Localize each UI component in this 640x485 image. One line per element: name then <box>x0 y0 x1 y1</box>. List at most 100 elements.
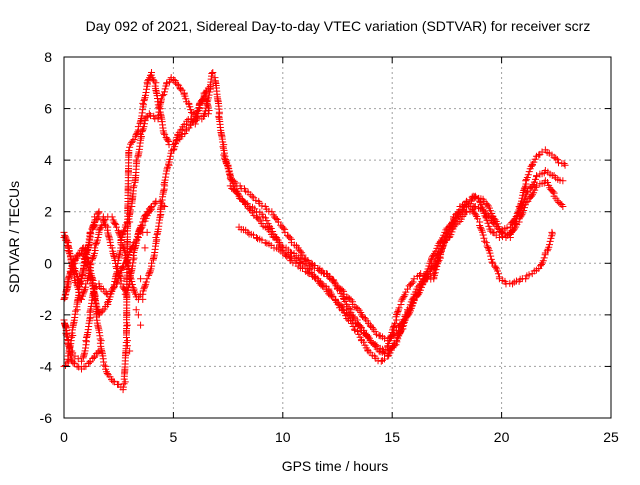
data-point <box>263 217 271 225</box>
data-point <box>129 242 137 250</box>
data-point <box>531 155 539 163</box>
data-point <box>414 290 422 298</box>
data-point <box>345 304 353 312</box>
data-point <box>155 103 163 111</box>
data-point <box>482 239 490 247</box>
data-point <box>559 177 567 185</box>
data-point <box>532 183 540 191</box>
data-point <box>453 209 461 217</box>
data-point <box>343 315 351 323</box>
data-point <box>146 112 154 120</box>
data-point <box>398 323 406 331</box>
data-point <box>546 237 554 245</box>
data-point <box>164 136 172 144</box>
data-point <box>525 271 533 279</box>
chart-title: Day 092 of 2021, Sidereal Day-to-day VTE… <box>86 18 591 34</box>
data-point <box>203 87 211 95</box>
data-point <box>328 276 336 284</box>
data-point <box>272 214 280 222</box>
data-point <box>224 165 232 173</box>
data-point <box>128 243 136 251</box>
x-tick-label: 25 <box>603 429 619 445</box>
data-point <box>522 177 530 185</box>
data-point <box>220 154 228 162</box>
data-point <box>524 171 532 179</box>
data-point <box>495 234 503 241</box>
data-point <box>239 196 247 204</box>
data-point <box>531 186 539 194</box>
data-point <box>479 231 487 239</box>
series-trace-k <box>235 177 567 360</box>
data-point <box>486 249 494 257</box>
data-point <box>66 252 74 260</box>
data-point <box>137 224 145 232</box>
data-point <box>121 290 129 298</box>
data-point <box>161 130 169 138</box>
data-point <box>123 321 131 329</box>
data-point <box>120 245 128 253</box>
data-point <box>81 255 89 263</box>
data-point <box>157 95 165 103</box>
data-point <box>64 246 72 254</box>
data-point <box>221 156 229 164</box>
data-point <box>533 172 541 180</box>
data-point <box>141 282 149 290</box>
data-point <box>113 279 121 287</box>
data-point <box>86 228 94 236</box>
data-point <box>166 155 174 163</box>
data-point <box>253 214 261 222</box>
data-point <box>394 308 402 316</box>
data-point <box>360 314 368 322</box>
data-point <box>89 254 97 262</box>
data-point <box>84 263 92 271</box>
data-point <box>559 203 567 211</box>
data-point <box>129 137 137 145</box>
data-point <box>360 329 368 337</box>
data-point <box>132 306 140 314</box>
data-point <box>209 68 217 76</box>
data-point <box>535 151 543 159</box>
data-point <box>133 235 141 243</box>
data-point <box>404 285 412 293</box>
y-axis-label: SDTVAR / TECUs <box>6 181 22 293</box>
data-point <box>97 308 105 316</box>
data-point <box>72 307 80 315</box>
data-point <box>418 278 426 286</box>
data-point <box>65 345 73 353</box>
data-point <box>125 147 133 155</box>
data-point <box>123 289 131 297</box>
data-point <box>67 268 75 276</box>
data-point <box>64 278 72 286</box>
data-point <box>400 317 408 325</box>
data-point <box>200 111 208 119</box>
data-point <box>161 203 169 211</box>
data-point <box>96 225 104 233</box>
data-point <box>220 151 228 159</box>
data-point <box>63 283 71 291</box>
data-point <box>186 103 194 111</box>
data-point <box>452 220 460 228</box>
data-point <box>524 197 532 205</box>
data-point <box>85 266 93 274</box>
data-point <box>141 244 149 252</box>
data-point <box>339 303 347 311</box>
series-trace-g <box>60 208 103 288</box>
data-point <box>328 292 336 300</box>
data-point <box>326 291 334 299</box>
data-point <box>94 234 102 242</box>
data-point <box>140 283 148 291</box>
data-point <box>100 361 108 369</box>
data-point <box>142 278 150 286</box>
data-point <box>375 347 383 355</box>
data-point <box>522 198 530 206</box>
data-point <box>73 273 81 281</box>
data-point <box>110 283 118 291</box>
data-point <box>126 143 134 151</box>
data-point <box>183 117 191 125</box>
data-point <box>354 321 362 329</box>
data-point <box>347 312 355 320</box>
data-point <box>393 337 401 345</box>
data-point <box>63 239 71 247</box>
data-point <box>337 302 345 310</box>
